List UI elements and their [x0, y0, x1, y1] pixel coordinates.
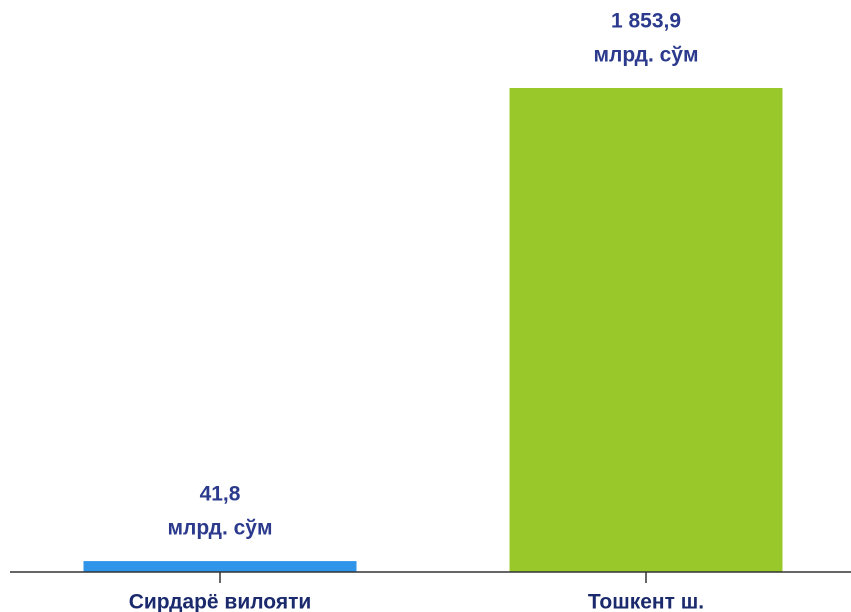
value-label: 1 853,9 — [611, 10, 681, 33]
value-unit: млрд. сўм — [593, 44, 698, 67]
value-label: 41,8 — [200, 483, 241, 506]
value-unit: млрд. сўм — [167, 517, 272, 540]
x-tick-label: Тошкент ш. — [588, 591, 704, 612]
bar — [83, 561, 357, 572]
bar — [509, 88, 783, 572]
x-tick-label: Сирдарё вилояти — [129, 591, 312, 612]
